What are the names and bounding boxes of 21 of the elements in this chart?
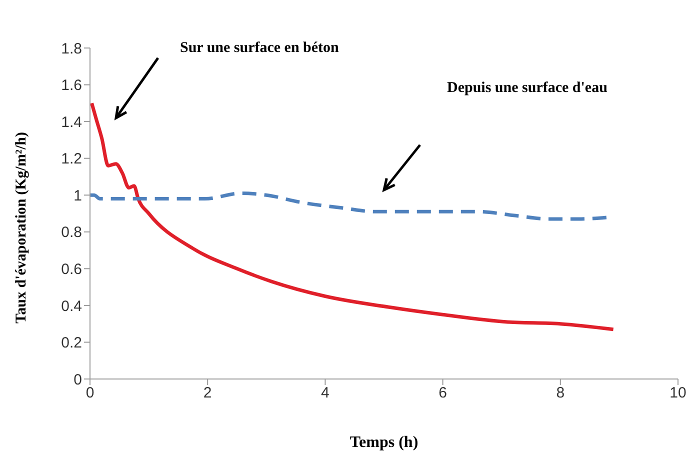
y-tick-label: 0.4 xyxy=(61,298,82,315)
y-tick-label: 1.4 xyxy=(61,114,82,131)
line-series xyxy=(90,101,616,332)
y-tick-label: 1.6 xyxy=(61,77,82,94)
x-axis-title: Temps (h) xyxy=(350,434,418,451)
y-tick-label: 0.6 xyxy=(61,260,82,278)
x-tick-label: 2 xyxy=(203,384,212,402)
y-tick-label: 0.8 xyxy=(61,224,82,242)
x-tick-label: 8 xyxy=(556,384,565,402)
y-tick-label: 0 xyxy=(74,371,82,388)
y-tick-label: 1 xyxy=(74,187,82,204)
x-tick-label: 6 xyxy=(438,384,447,402)
y-axis-title: Taux d'évaporation (Kg/m²/h) xyxy=(13,132,30,324)
y-tick-label: 1.2 xyxy=(61,150,82,168)
x-tick-label: 0 xyxy=(86,384,94,402)
y-tick-label: 1.8 xyxy=(61,40,82,58)
annotation: Sur une surface en béton xyxy=(180,40,340,56)
x-tick-label: 4 xyxy=(321,384,330,402)
y-tick-label: 0.2 xyxy=(61,334,82,352)
annotation: Depuis une surface d'eau xyxy=(447,80,608,96)
x-tick-label: 10 xyxy=(670,384,686,402)
